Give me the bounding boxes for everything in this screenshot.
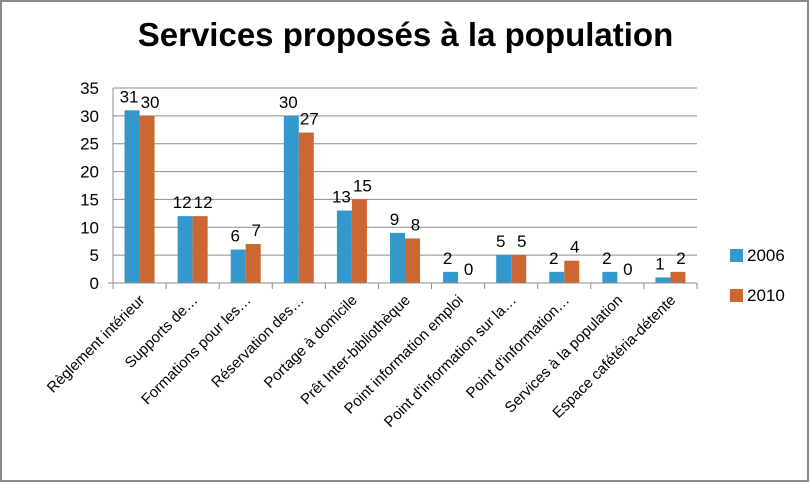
bar-2010: [670, 271, 686, 283]
bar-2006: [124, 110, 140, 284]
bar-2010: [298, 132, 314, 283]
data-label: 2: [443, 249, 452, 268]
data-label: 4: [570, 238, 579, 257]
bar-2006: [336, 210, 352, 283]
y-tick-label: 35: [80, 79, 99, 98]
category-label: Règlement intérieur: [44, 292, 149, 397]
data-label: 2: [549, 249, 558, 268]
data-label: 2: [602, 249, 611, 268]
bar-2010: [192, 216, 208, 283]
legend-label: 2010: [747, 286, 785, 305]
bar-2006: [549, 271, 565, 283]
bar-2006: [177, 216, 193, 283]
y-tick-label: 5: [90, 246, 99, 265]
bar-2006: [496, 255, 512, 283]
bar-2006: [443, 271, 459, 283]
bar-2010: [405, 238, 420, 283]
data-label: 12: [173, 193, 192, 212]
bar-2010: [511, 255, 527, 283]
data-label: 0: [464, 260, 473, 279]
bar-2010: [564, 260, 580, 283]
data-label: 8: [411, 215, 420, 234]
legend-swatch-2006: [730, 249, 743, 262]
data-label: 5: [517, 232, 526, 251]
bars: [124, 110, 686, 284]
y-tick-label: 0: [90, 274, 99, 293]
data-label: 30: [279, 93, 298, 112]
data-label: 5: [496, 232, 505, 251]
y-tick-label: 10: [80, 218, 99, 237]
data-label: 2: [676, 249, 685, 268]
bar-2010: [351, 199, 367, 283]
data-label: 30: [141, 93, 160, 112]
legend-label: 2006: [747, 246, 785, 265]
gridlines: [113, 87, 697, 256]
bar-2006: [230, 249, 246, 283]
data-label: 12: [194, 193, 213, 212]
bar-2006: [655, 277, 671, 283]
data-label: 15: [353, 176, 372, 195]
chart-title: Services proposés à la population: [137, 16, 674, 53]
category-label: Portage à domicile: [261, 292, 361, 392]
data-label: 27: [300, 110, 319, 129]
data-label: 9: [390, 210, 399, 229]
legend-swatch-2010: [730, 289, 743, 302]
bar-2006: [602, 271, 618, 283]
data-label: 1: [655, 254, 664, 273]
bar-2010: [139, 115, 155, 283]
data-label: 31: [120, 87, 139, 106]
data-label: 0: [623, 260, 632, 279]
y-tick-label: 20: [80, 163, 99, 182]
bar-2010: [245, 244, 261, 283]
category-label: Point d'information…: [463, 292, 573, 402]
bar-2006: [390, 232, 405, 283]
y-tick-label: 25: [80, 135, 99, 154]
category-label: Réservation des…: [208, 292, 307, 391]
data-label: 13: [332, 188, 351, 207]
y-tick-label: 30: [80, 107, 99, 126]
data-label: 7: [251, 221, 260, 240]
data-label: 6: [230, 227, 239, 246]
bar-2006: [283, 115, 299, 283]
y-tick-label: 15: [80, 190, 99, 209]
legend: 2006 2010: [730, 246, 785, 305]
